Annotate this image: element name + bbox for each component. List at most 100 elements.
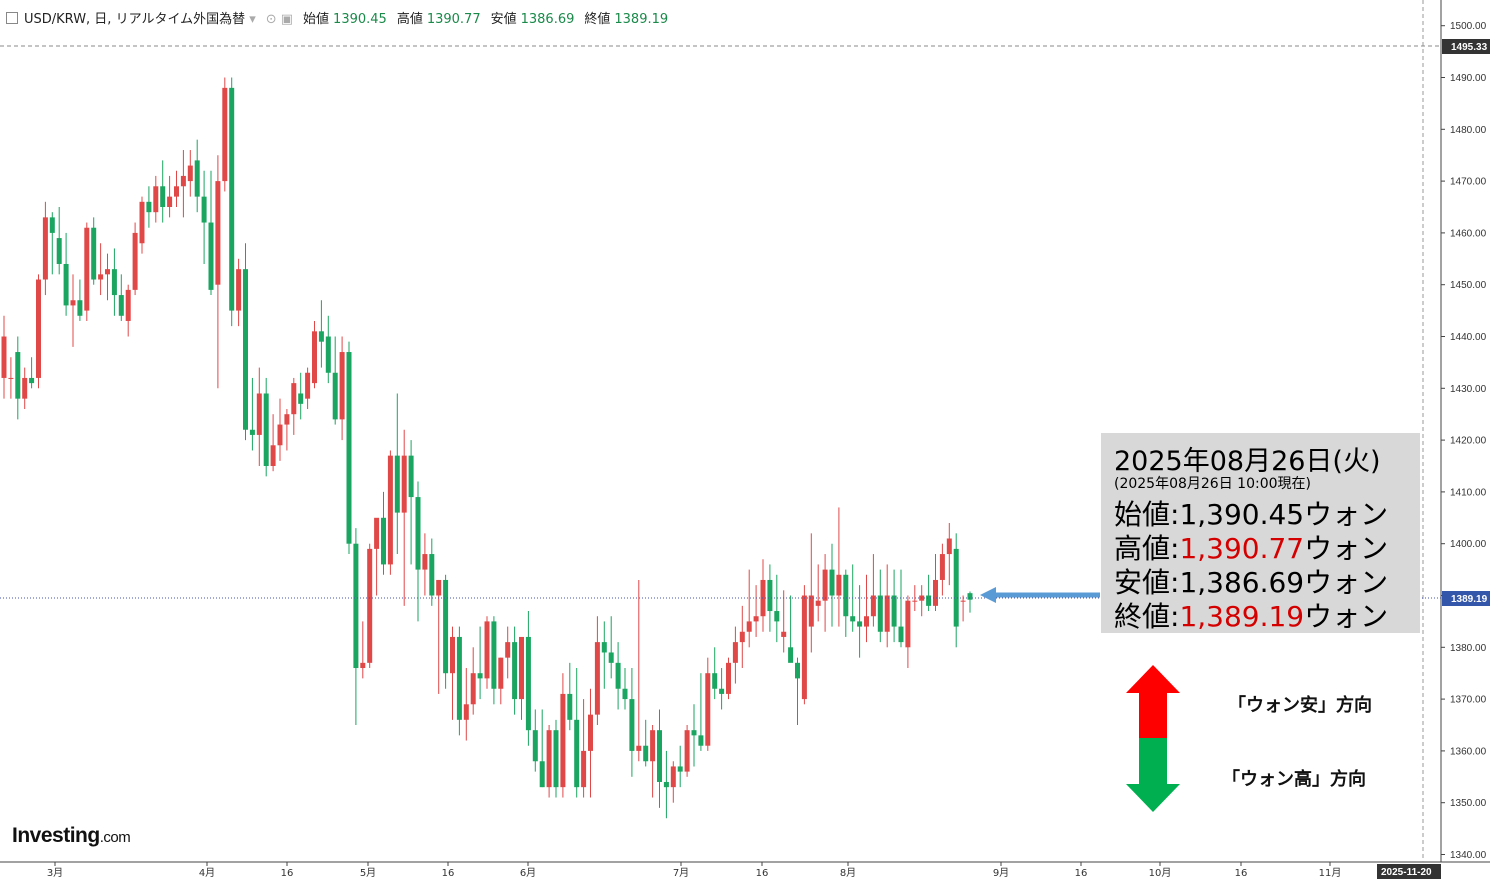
candle-body xyxy=(774,611,780,622)
chart-header: USD/KRW, 日, リアルタイム外国為替 ▾ ⊙ ▣ 始値 1390.45 高値 139… xyxy=(6,8,678,27)
investing-logo: Investing.com xyxy=(12,824,131,848)
candle-body xyxy=(822,569,828,601)
candle-body xyxy=(167,196,173,207)
candle-body xyxy=(726,662,731,694)
candle-body xyxy=(339,352,345,420)
info-open-unit: ウォン xyxy=(1304,498,1389,531)
x-tick-label: 3月 xyxy=(47,867,63,879)
y-tick-label: 1380.00 xyxy=(1450,643,1487,654)
low-value: 1386.69 xyxy=(520,12,575,27)
info-open-label: 始値: xyxy=(1114,498,1180,531)
weak-won-direction-label: 「ウォン安」方向 xyxy=(1228,695,1372,716)
candle-body xyxy=(712,673,718,689)
high-price-tag: 1495.33 xyxy=(1451,42,1488,53)
candle-body xyxy=(146,201,152,213)
candle-body xyxy=(456,636,462,720)
candle-body xyxy=(953,548,959,627)
info-open-row: 始値:1,390.45ウォン xyxy=(1114,493,1388,533)
candle-body xyxy=(105,269,110,275)
x-tick-label: 8月 xyxy=(840,867,856,879)
candle-body xyxy=(525,636,531,731)
info-high-row: 高値:1,390.77ウォン xyxy=(1114,527,1388,567)
candle-body xyxy=(760,579,766,617)
candle-body xyxy=(650,730,656,762)
close-value: 1389.19 xyxy=(614,12,669,27)
high-price-tag-bg xyxy=(1442,39,1490,54)
candle-body xyxy=(8,377,14,379)
y-tick-label: 1490.00 xyxy=(1450,73,1487,84)
x-tick-label: 7月 xyxy=(673,867,689,879)
dropdown-icon[interactable]: ▾ xyxy=(249,12,256,27)
candle-body xyxy=(332,372,338,420)
info-low-unit: ウォン xyxy=(1304,566,1389,599)
candle-body xyxy=(719,688,725,694)
candle-body xyxy=(263,393,269,466)
settings-icon[interactable]: ⊙ ▣ xyxy=(265,12,294,27)
candle-body xyxy=(63,263,69,306)
candle-body xyxy=(567,693,573,720)
y-tick-label: 1450.00 xyxy=(1450,280,1487,291)
candle-body xyxy=(519,636,524,700)
candle-body xyxy=(125,289,131,321)
candle-body xyxy=(870,595,876,617)
candle-body xyxy=(663,781,669,788)
candle-body xyxy=(553,730,559,788)
candle-body xyxy=(732,642,738,663)
candle-body xyxy=(291,383,297,415)
candle-body xyxy=(443,579,449,674)
pointer-arrow-head xyxy=(980,587,996,603)
y-tick-label: 1420.00 xyxy=(1450,436,1487,447)
candle-body xyxy=(588,714,593,751)
open-label: 始値 xyxy=(303,12,330,27)
candle-body xyxy=(236,269,242,311)
x-tick-label: 9月 xyxy=(993,867,1009,879)
x-tick-label: 16 xyxy=(1235,868,1248,879)
candle-body xyxy=(174,186,179,197)
candle-body xyxy=(353,543,359,669)
candle-body xyxy=(436,579,442,596)
candle-body xyxy=(208,222,214,290)
candle-body xyxy=(891,595,897,627)
y-tick-label: 1480.00 xyxy=(1450,125,1487,136)
low-label: 安値 xyxy=(490,12,517,27)
x-tick-label: 16 xyxy=(1075,868,1088,879)
info-low-value: 1,386.69 xyxy=(1179,566,1305,599)
y-tick-label: 1350.00 xyxy=(1450,798,1487,809)
candle-body xyxy=(56,238,62,264)
info-open-value: 1,390.45 xyxy=(1179,498,1305,531)
candle-body xyxy=(905,600,911,648)
candle-body xyxy=(939,554,945,580)
candle-body xyxy=(746,621,752,632)
candle-body xyxy=(463,704,469,720)
collapse-icon[interactable] xyxy=(6,12,18,24)
candle-body xyxy=(622,688,628,700)
candle-body xyxy=(394,455,400,513)
candle-body xyxy=(381,517,386,565)
candle-body xyxy=(877,595,883,632)
high-label: 高値 xyxy=(396,12,423,27)
candle-body xyxy=(753,616,759,622)
candle-body xyxy=(532,730,538,762)
symbol-label: USD/KRW, 日, リアルタイム外国為替 xyxy=(24,12,246,27)
info-date: 2025年08月26日(火) xyxy=(1114,446,1381,477)
candle-body xyxy=(594,642,600,715)
candle-body xyxy=(132,232,138,290)
info-low-row: 安値:1,386.69ウォン xyxy=(1114,561,1388,601)
candle-body xyxy=(270,445,276,466)
price-info-box: 2025年08月26日(火) (2025年08月26日 10:00現在) 始値:… xyxy=(1101,433,1420,633)
candle-body xyxy=(512,642,518,700)
x-tick-label: 11月 xyxy=(1319,867,1342,879)
candle-body xyxy=(477,673,483,679)
candle-body xyxy=(795,662,800,679)
candle-body xyxy=(298,393,304,404)
candle-body xyxy=(249,429,255,435)
candle-body xyxy=(912,600,918,602)
candle-body xyxy=(194,160,200,197)
candle-body xyxy=(629,699,635,751)
candle-body xyxy=(926,595,932,606)
candle-body xyxy=(42,217,48,280)
y-tick-label: 1400.00 xyxy=(1450,539,1487,550)
candle-body xyxy=(256,393,262,435)
candle-body xyxy=(284,414,290,425)
candle-body xyxy=(312,331,317,384)
